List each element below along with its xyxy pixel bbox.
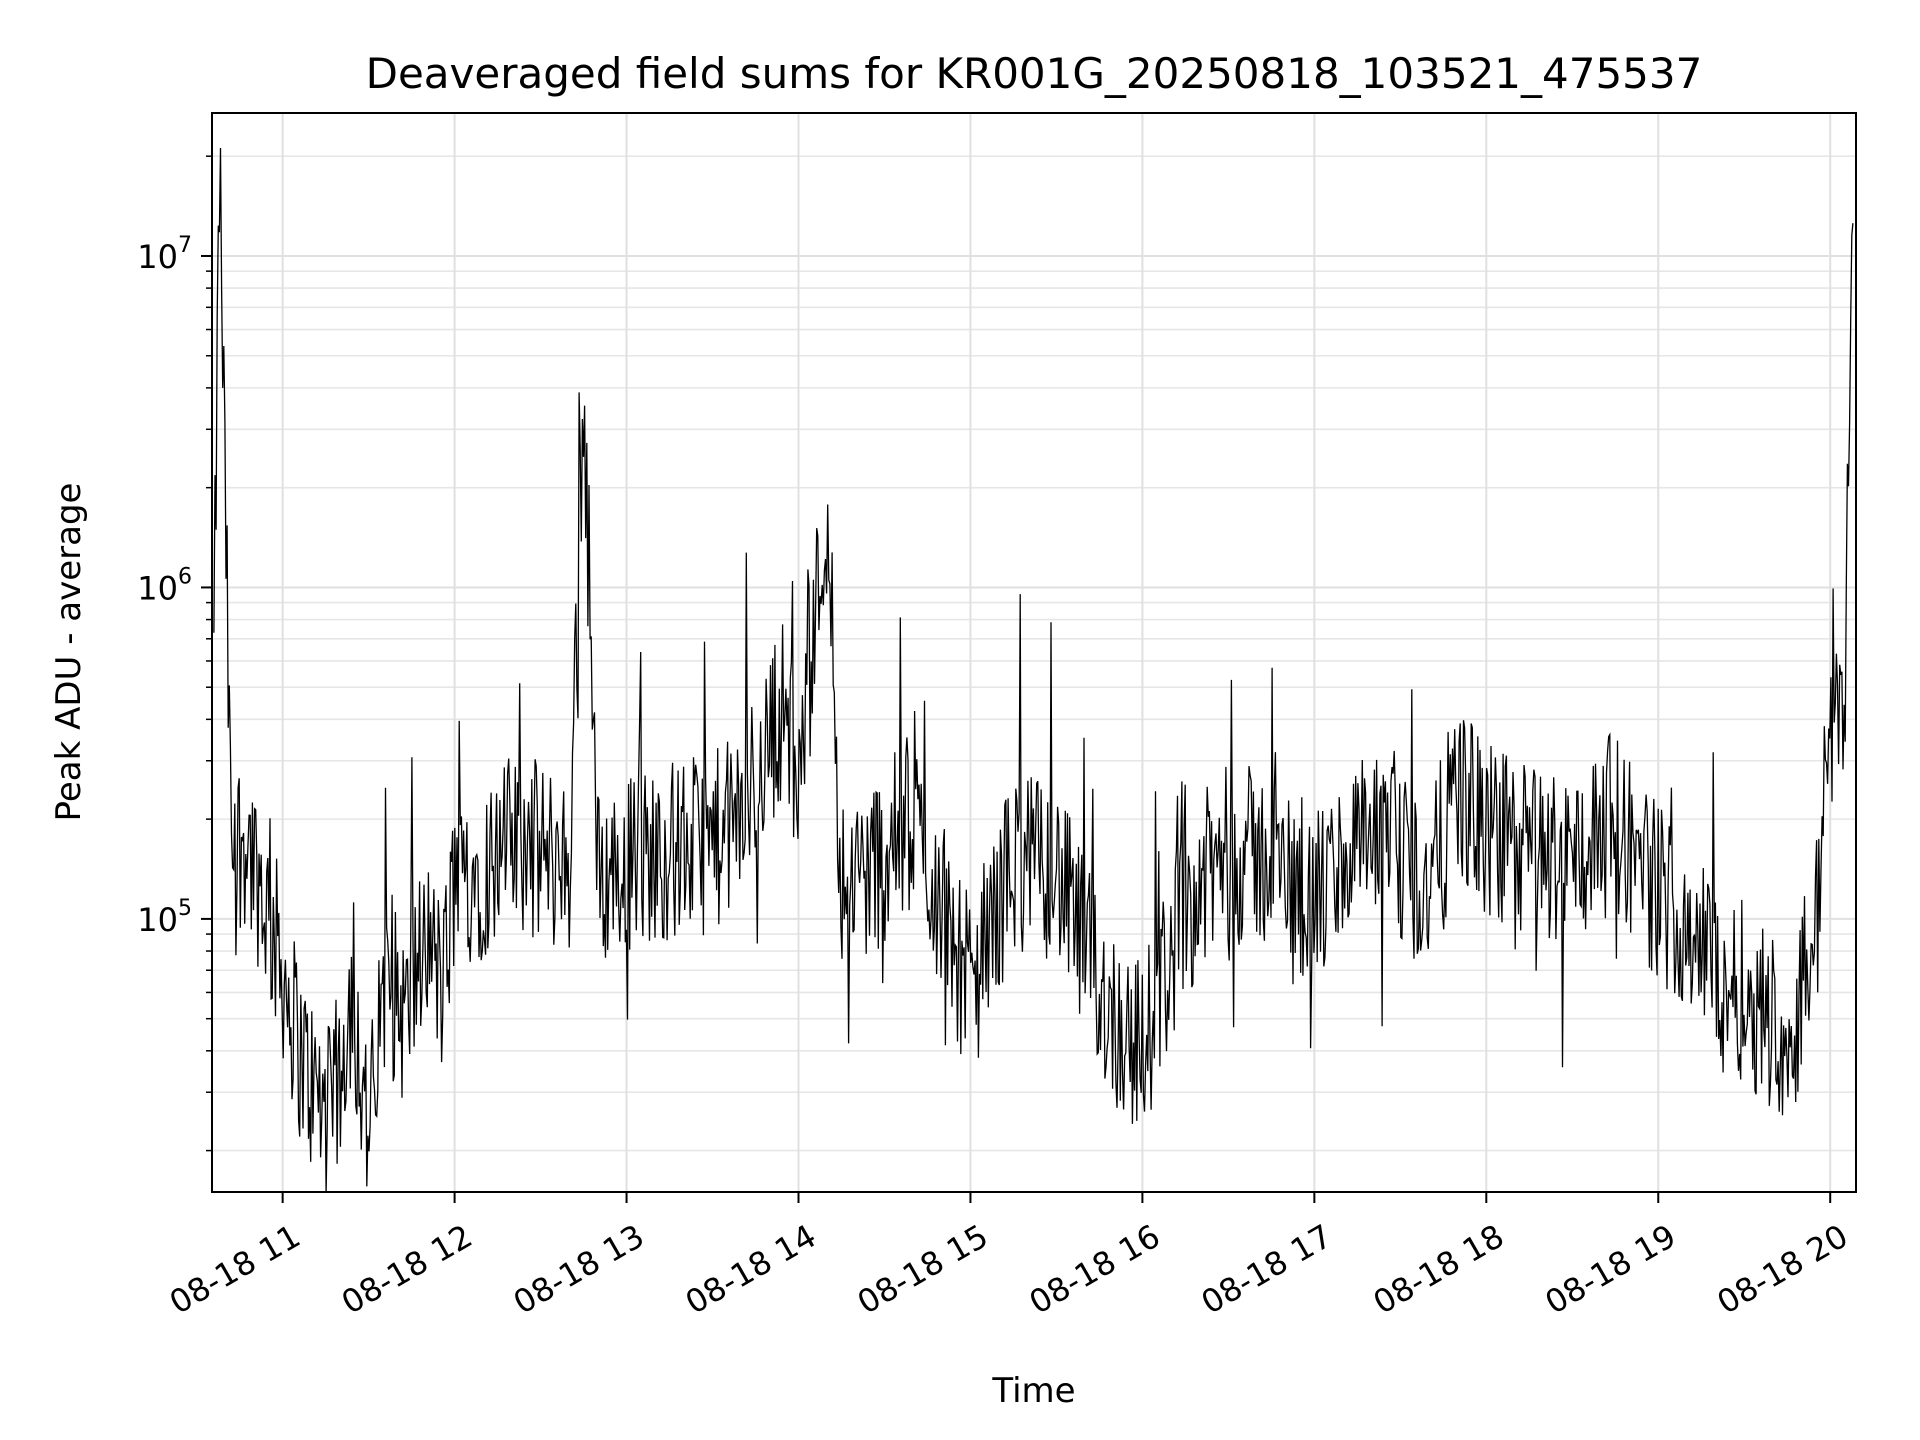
chart-title: Deaveraged field sums for KR001G_2025081…: [366, 49, 1703, 98]
y-axis: 105 106 107: [137, 155, 212, 1152]
data-series: [213, 147, 1854, 1192]
plot-frame: [211, 112, 1857, 1193]
x-axis-label: Time: [991, 1371, 1075, 1411]
y-axis-label: Peak ADU - average: [49, 483, 89, 822]
y-tick-label: 106: [137, 564, 192, 607]
series-line: [213, 147, 1854, 1192]
y-tick-label: 105: [137, 896, 192, 939]
y-tick-label: 107: [137, 233, 192, 276]
